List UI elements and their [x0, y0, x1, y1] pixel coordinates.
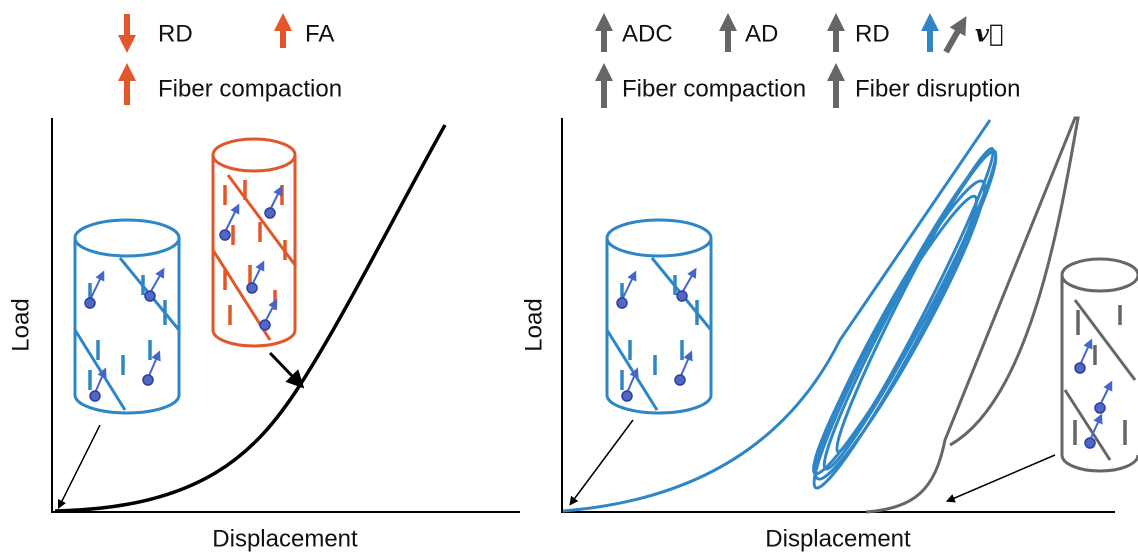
legend-label: Fiber compaction: [158, 75, 342, 102]
cylinder-healthy: [607, 220, 711, 413]
cylinder-compacted: [213, 139, 295, 346]
y-axis-label: Load: [7, 298, 34, 351]
cyclic-curve: [563, 120, 1012, 511]
cylinder-healthy: [75, 220, 179, 413]
left-legend: RD FA Fiber compaction: [127, 14, 342, 105]
x-axis-label: Displacement: [765, 525, 911, 552]
legend-label: ADC: [622, 20, 673, 47]
x-axis-label: Displacement: [212, 525, 358, 552]
legend-label: RD: [158, 20, 193, 47]
figure: RD FA Fiber compaction Load Displacement…: [0, 0, 1138, 554]
legend-label: Fiber compaction: [622, 75, 806, 102]
cylinder-disrupted: [1062, 259, 1138, 471]
y-axis-label: Load: [520, 298, 547, 351]
pointer-arrow: [572, 420, 633, 502]
legend-label: AD: [745, 20, 778, 47]
pointer-arrow: [950, 455, 1055, 500]
right-legend: ADC AD RD v⃗ Fiber compaction Fiber disr…: [604, 19, 1020, 109]
pointer-arrow: [60, 425, 100, 505]
pointer-arrow: [270, 353, 298, 382]
failure-curve: [866, 118, 1078, 512]
legend-label: RD: [855, 20, 890, 47]
legend-label: FA: [305, 20, 334, 47]
legend-label: v⃗: [975, 19, 1003, 48]
axes: [52, 118, 520, 512]
legend-label: Fiber disruption: [855, 75, 1020, 102]
load-curve: [55, 125, 445, 511]
